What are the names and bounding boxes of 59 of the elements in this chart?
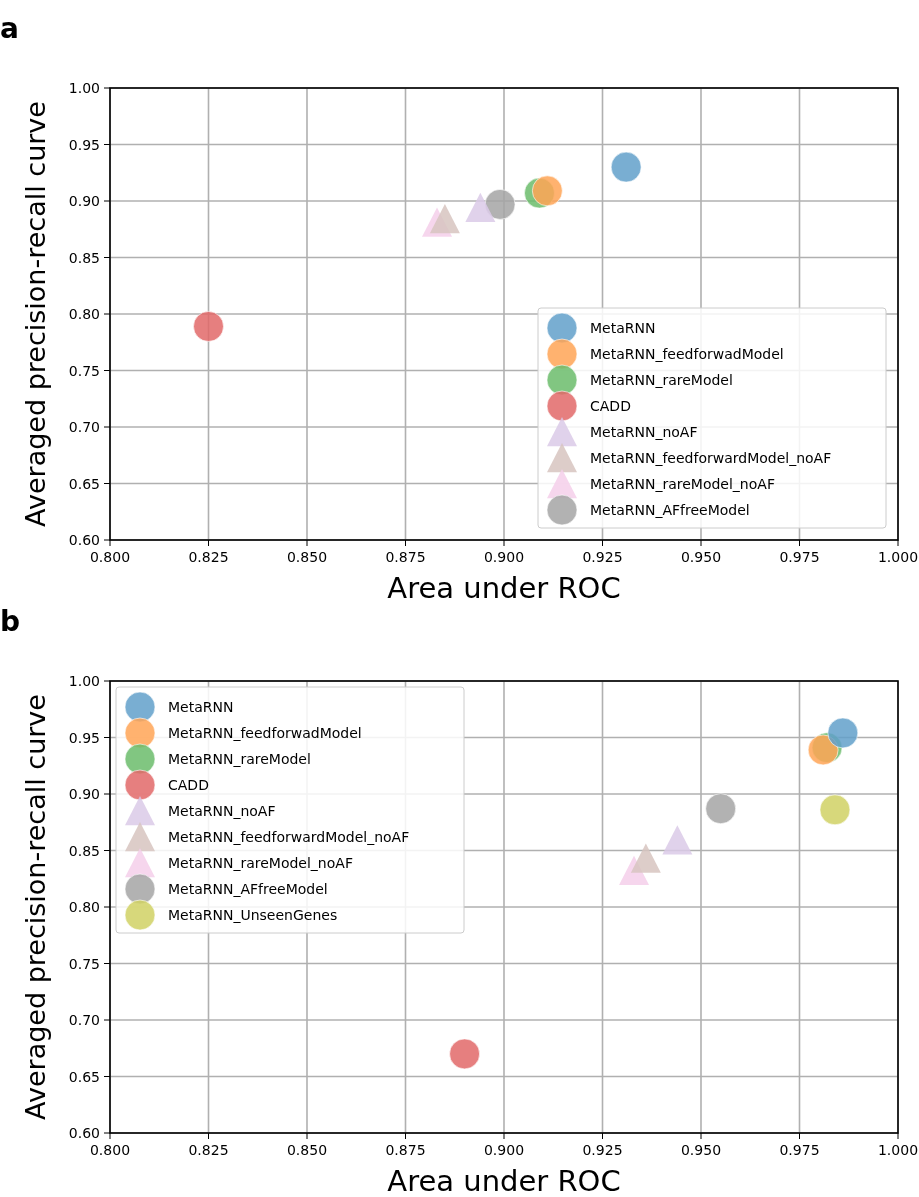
y-tick-label: 1.00 — [68, 80, 100, 96]
y-axis-title: Averaged precision-recall curve — [20, 101, 51, 527]
x-tick-label: 0.850 — [286, 549, 328, 565]
legend-label: MetaRNN_rareModel — [168, 751, 311, 767]
legend-label: MetaRNN_feedforwardModel_noAF — [590, 450, 832, 466]
y-tick-label: 1.00 — [68, 673, 100, 689]
x-tick-label: 0.850 — [286, 1142, 328, 1158]
legend-label: MetaRNN_noAF — [590, 424, 698, 440]
y-tick-label: 0.90 — [68, 786, 100, 802]
legend-label: MetaRNN_rareModel_noAF — [590, 476, 775, 492]
y-tick-label: 0.70 — [68, 1012, 100, 1028]
x-tick-label: 0.900 — [483, 549, 525, 565]
legend-label: MetaRNN_feedforwardModel_noAF — [168, 829, 410, 845]
y-tick-label: 0.75 — [68, 362, 100, 379]
legend-label: CADD — [590, 398, 631, 414]
legend-label: MetaRNN_UnseenGenes — [168, 907, 338, 923]
x-tick-label: 0.925 — [582, 1142, 623, 1158]
y-tick-label: 0.95 — [68, 729, 100, 746]
x-tick-label: 0.925 — [582, 549, 623, 565]
y-tick-label: 0.65 — [68, 475, 100, 492]
legend-label: MetaRNN_rareModel — [590, 372, 733, 388]
y-tick-label: 0.90 — [68, 193, 100, 209]
x-axis-title: Area under ROC — [387, 1164, 621, 1197]
x-tick-label: 0.875 — [385, 549, 426, 565]
y-axis-title: Averaged precision-recall curve — [20, 694, 51, 1120]
legend-label: MetaRNN_AFfreeModel — [168, 881, 328, 897]
x-tick-label: 1.000 — [877, 1142, 919, 1158]
legend-label: MetaRNN_feedforwadModel — [590, 346, 784, 362]
y-tick-label: 0.85 — [68, 249, 100, 266]
x-tick-label: 0.800 — [89, 549, 131, 565]
y-tick-label: 0.85 — [68, 842, 100, 859]
y-tick-label: 0.75 — [68, 955, 100, 972]
legend-label: MetaRNN_noAF — [168, 803, 276, 819]
x-tick-label: 0.950 — [680, 1142, 722, 1158]
legend-label: MetaRNN_AFfreeModel — [590, 502, 750, 518]
legend-label: MetaRNN — [168, 699, 234, 715]
y-tick-label: 0.80 — [68, 306, 100, 322]
y-tick-label: 0.95 — [68, 136, 100, 153]
x-tick-label: 0.875 — [385, 1142, 426, 1158]
x-tick-label: 0.950 — [680, 549, 722, 565]
legend-label: MetaRNN_feedforwadModel — [168, 725, 362, 741]
legend-label: MetaRNN_rareModel_noAF — [168, 855, 353, 871]
legend-label: CADD — [168, 777, 209, 793]
x-tick-label: 0.975 — [779, 1142, 820, 1158]
y-tick-label: 0.80 — [68, 899, 100, 915]
x-tick-label: 0.900 — [483, 1142, 525, 1158]
x-tick-label: 0.825 — [188, 549, 229, 565]
chart-title: b — [0, 605, 21, 638]
x-axis-title: Area under ROC — [387, 571, 621, 605]
y-tick-label: 0.65 — [68, 1068, 100, 1085]
x-tick-label: 0.825 — [188, 1142, 229, 1158]
x-tick-label: 1.000 — [877, 549, 919, 565]
x-tick-label: 0.800 — [89, 1142, 131, 1158]
x-tick-label: 0.975 — [779, 549, 820, 565]
y-tick-label: 0.70 — [68, 419, 100, 435]
legend-label: MetaRNN — [590, 320, 656, 336]
y-tick-label: 0.60 — [68, 532, 100, 548]
chart-title: a — [0, 12, 19, 45]
y-tick-label: 0.60 — [68, 1125, 100, 1141]
